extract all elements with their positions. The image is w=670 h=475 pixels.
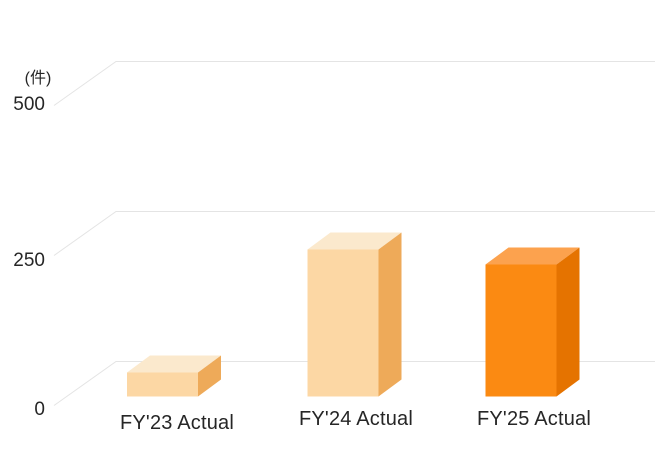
x-axis-category-label-fy25: FY'25 Actual <box>476 408 592 430</box>
x-axis-category-label-fy24: FY'24 Actual <box>298 408 414 430</box>
gridline-250 <box>53 211 655 256</box>
bar-side-face-fy-25-actual <box>556 247 580 397</box>
y-axis-tick-label-500: 500 <box>13 94 45 115</box>
bar-top-face-fy-23-actual <box>127 355 221 373</box>
y-axis-tick-label-250: 250 <box>13 250 45 271</box>
y-axis-tick-label-0: 0 <box>34 399 45 420</box>
bar-top-face-fy-25-actual <box>485 247 580 265</box>
bar-side-face-fy-23-actual <box>198 355 221 397</box>
bar-side-face-fy-24-actual <box>378 232 402 397</box>
bar-front-face-fy-24-actual <box>307 249 379 397</box>
y-axis-unit-label: (件) <box>24 70 52 87</box>
bar-front-face-fy-23-actual <box>127 372 198 397</box>
bar-top-face-fy-24-actual <box>307 232 402 250</box>
x-axis-category-label-fy23: FY'23 Actual <box>119 412 235 434</box>
gridline-500 <box>53 61 655 106</box>
gridline-0 <box>53 361 655 406</box>
bar-front-face-fy-25-actual <box>485 264 557 397</box>
